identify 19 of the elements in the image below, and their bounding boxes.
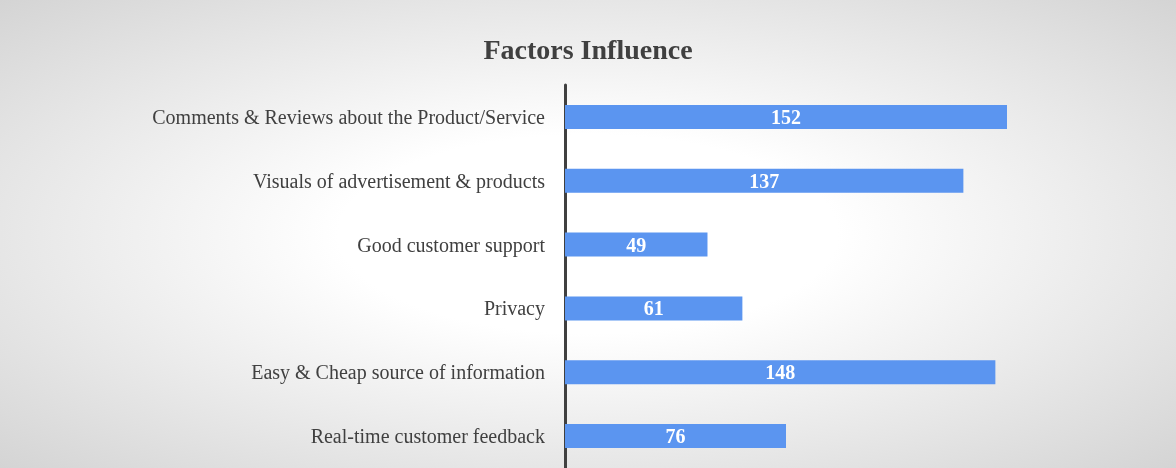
data-label: 148 [765, 361, 796, 384]
y-tick-label: Real-time customer feedback [310, 425, 545, 448]
bar [565, 168, 964, 193]
y-tick-label: Good customer support [357, 233, 546, 257]
bar [565, 424, 786, 449]
y-tick-label: Privacy [483, 297, 545, 321]
y-tick-label: Visuals of advertisement & products [252, 169, 546, 193]
y-tick-label: Comments & Reviews about the Product/Service [152, 105, 546, 128]
data-label: 76 [665, 425, 686, 448]
bar [565, 104, 1007, 129]
chart-title: Factors Influence [483, 33, 693, 65]
bar [565, 360, 996, 385]
bar [565, 296, 743, 321]
y-tick-label: Easy & Cheap source of information [251, 361, 545, 385]
data-label: 49 [626, 233, 647, 256]
bar [565, 232, 708, 257]
data-label: 61 [643, 297, 664, 320]
data-label: 152 [771, 105, 801, 128]
data-label: 137 [749, 169, 780, 192]
